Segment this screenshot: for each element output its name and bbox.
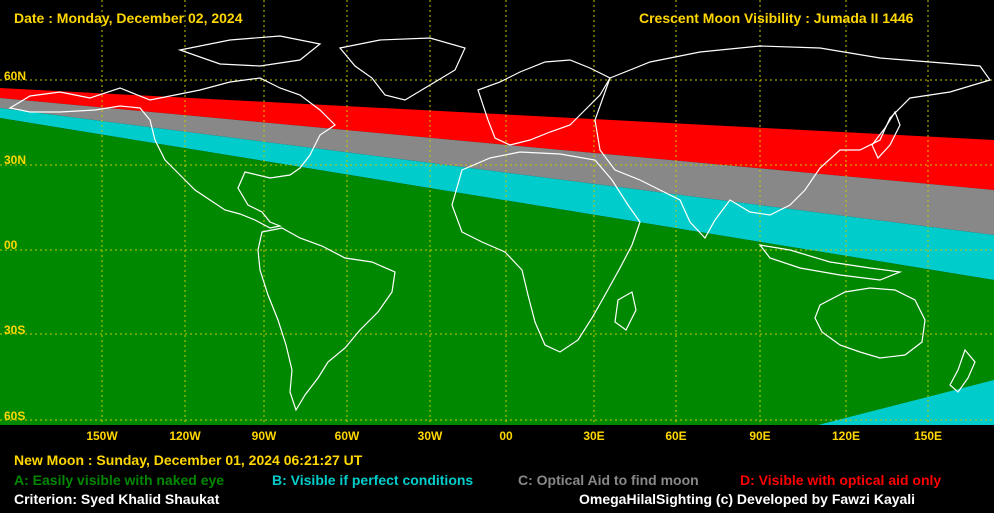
lat-label-60s: 60S [4,409,26,423]
new-moon-time: New Moon : Sunday, December 01, 2024 06:… [14,452,363,468]
coast-europe [477,59,611,146]
lat-label-60n: 60N [4,69,27,83]
lat-label-30n: 30N [4,153,27,167]
coast-africa [451,151,641,353]
coast-madagascar [614,291,637,331]
lon-label-0: 00 [499,429,513,443]
lon-label-30w: 30W [417,429,443,443]
lon-label-60e: 60E [665,429,687,443]
zone-c-band [0,98,994,235]
legend-zone-c: C: Optical Aid to find moon [518,472,699,488]
coast-australia [814,287,926,359]
zone-b-band [0,108,994,280]
lon-label-30e: 30E [583,429,605,443]
legend-zone-b: B: Visible if perfect conditions [272,472,474,488]
map-date: Date : Monday, December 02, 2024 [14,10,243,26]
zone-a-band [0,118,994,425]
criterion-credit: Criterion: Syed Khalid Shaukat [14,491,220,507]
lat-label-equator: 00 [4,238,18,252]
coast-asia [594,45,991,240]
world-map [0,0,994,425]
coast-north-america [8,77,336,229]
coast-indonesia [758,244,903,281]
zone-b-south-edge [818,380,994,425]
legend-zone-d: D: Visible with optical aid only [740,472,942,488]
coast-greenland [338,37,466,101]
coastlines [8,35,991,412]
coast-japan [871,110,901,160]
legend-zone-a: A: Easily visible with naked eye [14,472,225,488]
developer-credit: OmegaHilalSighting (c) Developed by Fawz… [579,491,916,507]
coast-south-america [257,227,396,412]
graticule [0,0,994,425]
lon-label-90e: 90E [749,429,771,443]
lon-label-120e: 120E [831,429,861,443]
lon-label-150e: 150E [913,429,943,443]
lat-label-30s: 30S [4,323,26,337]
lon-label-150w: 150W [86,429,118,443]
lon-label-90w: 90W [251,429,277,443]
coast-arctic-islands [177,35,322,67]
map-title: Crescent Moon Visibility : Jumada II 144… [639,10,914,26]
coast-new-zealand [949,348,976,393]
lon-label-60w: 60W [334,429,360,443]
lon-label-120w: 120W [169,429,201,443]
